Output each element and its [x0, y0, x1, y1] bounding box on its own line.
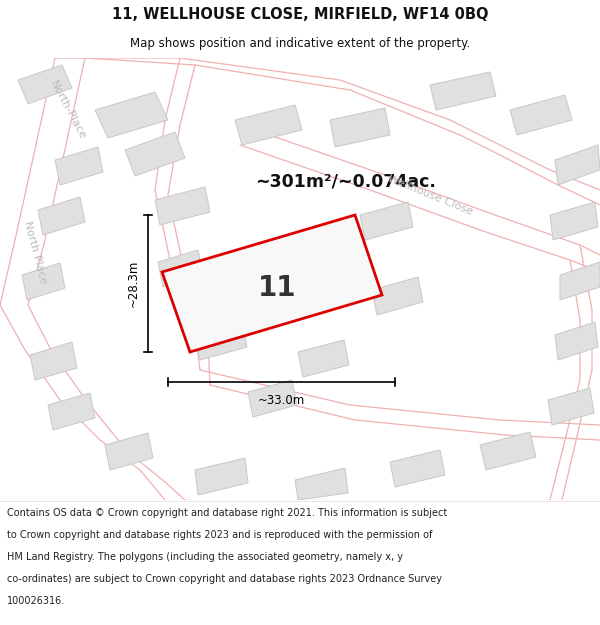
Text: 100026316.: 100026316.	[7, 596, 65, 606]
Text: North Place: North Place	[22, 219, 48, 284]
Text: North-Place: North-Place	[49, 79, 88, 141]
Polygon shape	[555, 322, 598, 360]
Text: co-ordinates) are subject to Crown copyright and database rights 2023 Ordnance S: co-ordinates) are subject to Crown copyr…	[7, 574, 442, 584]
Polygon shape	[510, 95, 572, 135]
Polygon shape	[360, 202, 413, 240]
Polygon shape	[125, 132, 185, 176]
Polygon shape	[248, 380, 297, 417]
Polygon shape	[548, 388, 594, 425]
Polygon shape	[195, 458, 248, 495]
Text: Wellhouse Close: Wellhouse Close	[386, 173, 474, 217]
Polygon shape	[295, 468, 348, 500]
Polygon shape	[298, 340, 349, 377]
Polygon shape	[105, 433, 153, 470]
Polygon shape	[330, 108, 390, 147]
Polygon shape	[22, 263, 65, 300]
Polygon shape	[195, 322, 247, 360]
Text: HM Land Registry. The polygons (including the associated geometry, namely x, y: HM Land Registry. The polygons (includin…	[7, 552, 403, 562]
Text: Map shows position and indicative extent of the property.: Map shows position and indicative extent…	[130, 37, 470, 50]
Polygon shape	[390, 450, 445, 487]
Polygon shape	[95, 92, 168, 138]
Polygon shape	[235, 105, 302, 145]
Polygon shape	[555, 145, 600, 185]
Polygon shape	[372, 277, 423, 315]
Polygon shape	[162, 215, 382, 352]
Text: ~28.3m: ~28.3m	[127, 260, 140, 307]
Polygon shape	[155, 187, 210, 225]
Text: ~301m²/~0.074ac.: ~301m²/~0.074ac.	[255, 173, 436, 191]
Polygon shape	[55, 147, 103, 185]
Polygon shape	[550, 202, 598, 240]
Polygon shape	[560, 262, 600, 300]
Text: Contains OS data © Crown copyright and database right 2021. This information is : Contains OS data © Crown copyright and d…	[7, 508, 448, 518]
Text: to Crown copyright and database rights 2023 and is reproduced with the permissio: to Crown copyright and database rights 2…	[7, 530, 433, 540]
Text: 11: 11	[258, 274, 296, 302]
Polygon shape	[38, 197, 85, 235]
Text: ~33.0m: ~33.0m	[258, 394, 305, 407]
Polygon shape	[480, 432, 536, 470]
Polygon shape	[18, 65, 72, 104]
Text: 11, WELLHOUSE CLOSE, MIRFIELD, WF14 0BQ: 11, WELLHOUSE CLOSE, MIRFIELD, WF14 0BQ	[112, 7, 488, 22]
Polygon shape	[48, 393, 95, 430]
Polygon shape	[430, 72, 496, 110]
Polygon shape	[30, 342, 77, 380]
Polygon shape	[158, 250, 203, 287]
